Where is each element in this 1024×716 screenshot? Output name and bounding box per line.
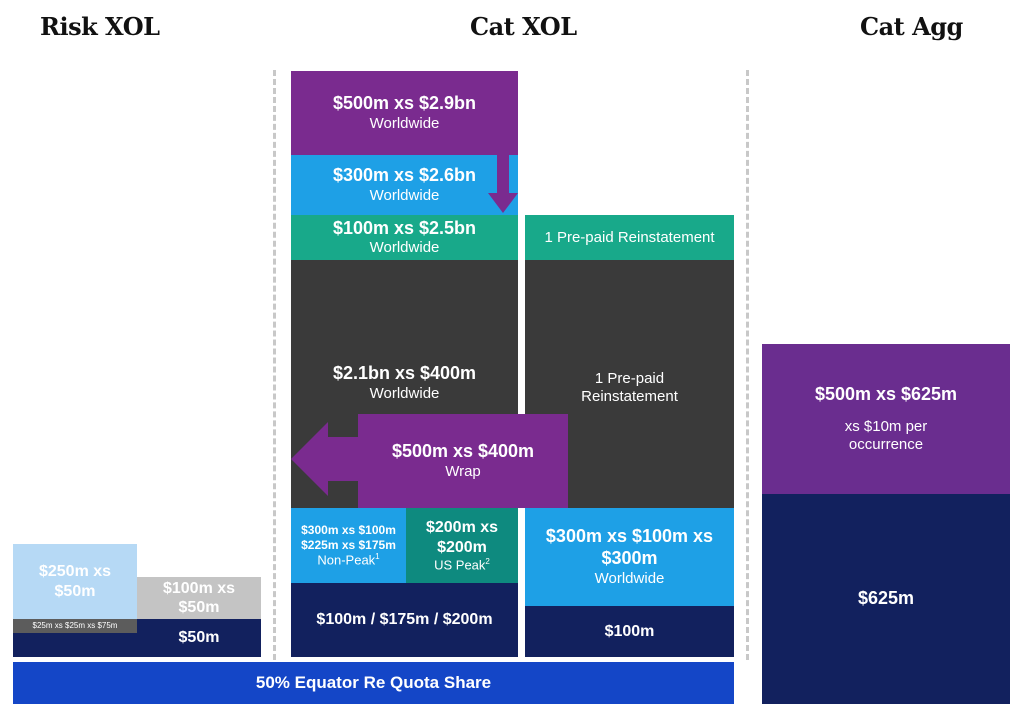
cat-reinstatement-top: 1 Pre-paid Reinstatement xyxy=(525,215,734,260)
cat-layer-500m-2-9bn-title: $500m xs $2.9bn xyxy=(332,93,477,114)
nonpeak-line2: $225m xs $175m xyxy=(301,537,396,552)
separator-left xyxy=(273,70,276,660)
risk-layer-100m: $100m xs $50m xyxy=(137,577,261,619)
cat-layer-100m-2-5bn-title: $100m xs $2.5bn xyxy=(332,217,477,238)
cat-layer-300m-worldwide-title: $300m xs $100m xs $300m xyxy=(545,526,714,568)
uspeak-footnote: 2 xyxy=(485,556,490,566)
quota-share-label: 50% Equator Re Quota Share xyxy=(255,672,492,692)
uspeak-sub-wrap: US Peak2 xyxy=(434,557,490,573)
uspeak-sub: US Peak xyxy=(434,557,486,573)
cat-layer-300m-2-6bn-title: $300m xs $2.6bn xyxy=(332,165,477,186)
risk-layer-250m: $250m xs $50m xyxy=(13,544,137,619)
cat-layer-500m-2-9bn: $500m xs $2.9bn Worldwide xyxy=(291,71,518,155)
quota-share-bar: 50% Equator Re Quota Share xyxy=(13,662,734,704)
risk-layer-100m-label: $100m xs $50m xyxy=(162,579,236,616)
risk-retention: $50m xyxy=(137,619,261,657)
risk-small-note-label: $25m xs $25m xs $75m xyxy=(32,621,118,631)
cat-reinstatement-main: 1 Pre-paid Reinstatement xyxy=(525,260,734,508)
cat-wrap-title: $500m xs $400m xyxy=(391,441,535,462)
risk-layer-250m-label: $250m xs $50m xyxy=(38,563,112,600)
cat-layer-300m-2-6bn: $300m xs $2.6bn Worldwide xyxy=(291,155,518,215)
cat-agg-sub: xs $10m per occurrence xyxy=(844,417,928,453)
cat-layer-300m-worldwide: $300m xs $100m xs $300m Worldwide xyxy=(525,508,734,606)
cat-layer-500m-2-9bn-sub: Worldwide xyxy=(369,114,440,132)
risk-retention-label: $50m xyxy=(178,629,220,647)
cat-layer-100m-2-5bn-sub: Worldwide xyxy=(369,239,440,257)
cat-layer-300m-worldwide-sub: Worldwide xyxy=(594,569,665,587)
cat-agg-retention-label: $625m xyxy=(857,588,915,609)
cat-retention-left: $100m / $175m / $200m xyxy=(291,583,518,657)
cat-agg-header: Cat Agg xyxy=(860,12,963,41)
cat-retention-left-label: $100m / $175m / $200m xyxy=(316,611,493,629)
risk-retention-left xyxy=(13,633,137,657)
risk-small-note: $25m xs $25m xs $75m xyxy=(13,619,137,633)
risk-xol-header: Risk XOL xyxy=(40,12,160,41)
cat-layer-100m-2-5bn: $100m xs $2.5bn Worldwide xyxy=(291,215,518,260)
uspeak-title: $200m xs $200m xyxy=(425,519,499,556)
separator-right xyxy=(746,70,749,660)
down-arrow-icon xyxy=(488,155,518,213)
cat-layer-300m-2-6bn-sub: Worldwide xyxy=(369,186,440,204)
cat-layer-uspeak: $200m xs $200m US Peak2 xyxy=(406,508,518,583)
cat-reinstatement-main-label: 1 Pre-paid Reinstatement xyxy=(581,370,678,405)
cat-wrap-sub: Wrap xyxy=(445,462,481,480)
nonpeak-sub-wrap: Non-Peak1 xyxy=(317,552,379,568)
cat-agg-retention: $625m xyxy=(762,494,1010,704)
nonpeak-footnote: 1 xyxy=(375,551,380,561)
cat-xol-header: Cat XOL xyxy=(470,12,577,41)
cat-wrap-layer: $500m xs $400m Wrap xyxy=(358,414,568,508)
cat-retention-right-label: $100m xyxy=(604,622,655,640)
wrap-arrow-icon xyxy=(291,422,361,496)
nonpeak-sub: Non-Peak xyxy=(317,552,376,568)
nonpeak-line1: $300m xs $100m xyxy=(301,523,396,538)
cat-retention-right: $100m xyxy=(525,606,734,657)
cat-agg-layer: $500m xs $625m xs $10m per occurrence xyxy=(762,344,1010,494)
cat-agg-title: $500m xs $625m xyxy=(814,384,958,405)
cat-layer-nonpeak: $300m xs $100m $225m xs $175m Non-Peak1 xyxy=(291,508,406,583)
cat-reinstatement-top-label: 1 Pre-paid Reinstatement xyxy=(544,228,715,246)
cat-layer-2-1bn-sub: Worldwide xyxy=(369,384,440,402)
cat-layer-2-1bn-title: $2.1bn xs $400m xyxy=(332,363,477,383)
